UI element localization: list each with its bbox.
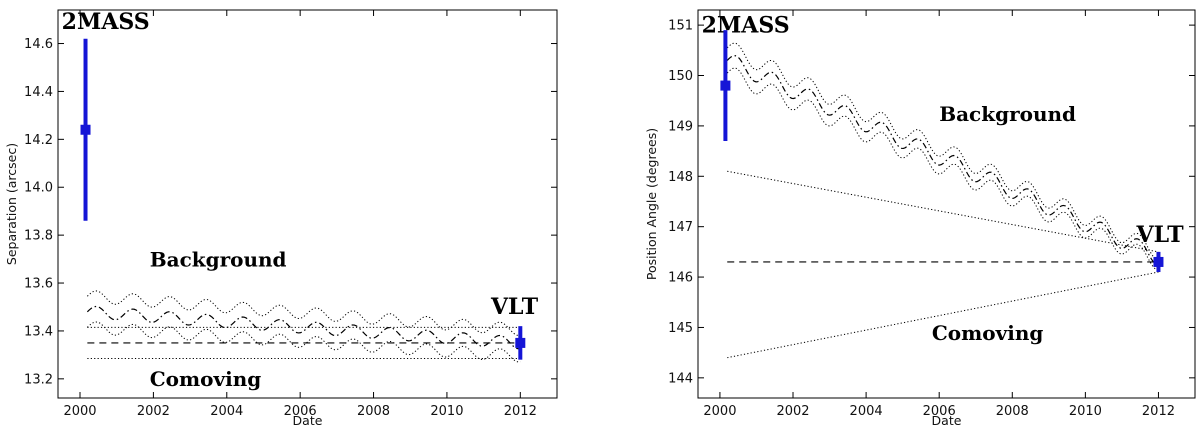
y-tick-label: 14.0 <box>24 181 53 196</box>
annotation-2mass: 2MASS <box>62 9 150 35</box>
y-tick-label: 151 <box>668 19 693 34</box>
axes-frame <box>697 9 1196 399</box>
y-tick-label: 13.8 <box>24 229 53 244</box>
y-tick-label: 13.2 <box>24 372 53 387</box>
vlt-data-point <box>515 337 526 348</box>
y-tick-label: 13.4 <box>24 324 53 339</box>
annotation-comoving: Comoving <box>932 321 1044 345</box>
background-model-line <box>86 305 521 350</box>
x-tick-label: 2002 <box>137 404 170 419</box>
y-tick-label: 13.6 <box>24 277 53 292</box>
y-tick-label: 144 <box>668 371 693 386</box>
x-axis-label: Date <box>293 413 323 428</box>
annotation-vlt: VLT <box>490 294 539 320</box>
y-tick-label: 149 <box>668 119 693 134</box>
axes-frame <box>57 9 558 399</box>
background-upper-bound <box>87 290 521 337</box>
annotation-background: Background <box>939 102 1076 126</box>
x-tick-label: 2012 <box>504 404 537 419</box>
y-tick-label: 14.6 <box>24 37 53 52</box>
2mass-data-point <box>720 80 731 91</box>
y-tick-label: 146 <box>668 271 693 286</box>
x-tick-label: 2000 <box>703 404 736 419</box>
y-tick-label: 148 <box>668 170 693 185</box>
y-tick-label: 147 <box>668 220 693 235</box>
x-tick-label: 2010 <box>1069 404 1102 419</box>
x-tick-label: 2008 <box>357 404 390 419</box>
x-tick-label: 2008 <box>996 404 1029 419</box>
background-model-line <box>726 54 1159 266</box>
y-tick-label: 145 <box>668 321 693 336</box>
y-tick-label: 14.2 <box>24 133 53 148</box>
background-lower-bound <box>87 321 521 363</box>
x-tick-label: 2006 <box>284 404 317 419</box>
2mass-data-point <box>80 124 91 135</box>
background-upper-bound <box>726 42 1159 261</box>
x-axis-label: Date <box>932 413 962 428</box>
y-tick-label: 14.4 <box>24 85 53 100</box>
annotation-vlt: VLT <box>1136 222 1185 248</box>
x-tick-label: 2010 <box>430 404 463 419</box>
chart-1: 2000 2002 2004 2006 2008 2010 2012 13.2 13.4 13.6… <box>4 9 558 428</box>
chart-2: 2000 2002 2004 2006 2008 2010 2012 144 145 146 147… <box>644 9 1196 428</box>
x-tick-label: 2006 <box>923 404 956 419</box>
y-axis-label: Position Angle (degrees) <box>644 128 659 280</box>
annotation-2mass: 2MASS <box>702 13 790 39</box>
x-tick-label: 2000 <box>63 404 96 419</box>
x-tick-label: 2004 <box>850 404 883 419</box>
annotation-background: Background <box>150 247 287 271</box>
y-axis-label: Separation (arcsec) <box>4 143 19 265</box>
y-tick-label: 150 <box>668 69 693 84</box>
annotation-comoving: Comoving <box>150 367 262 391</box>
x-tick-label: 2002 <box>776 404 809 419</box>
x-tick-label: 2012 <box>1142 404 1175 419</box>
x-tick-label: 2004 <box>210 404 243 419</box>
vlt-data-point <box>1153 256 1164 267</box>
comoving-upper-bound <box>727 170 1159 253</box>
